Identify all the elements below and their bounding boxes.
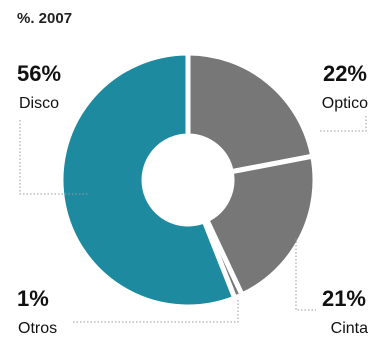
leader-line-disco <box>19 120 88 195</box>
slice-optico <box>185 50 316 175</box>
slice-value-cinta: 21% <box>322 286 366 311</box>
slice-cinta <box>203 153 318 299</box>
slice-label-optico: Optico <box>322 95 368 112</box>
slice-value-otros: 1% <box>17 286 49 311</box>
chart-subtitle: %. 2007 <box>17 10 72 27</box>
slice-label-cinta: Cinta <box>331 320 368 337</box>
donut-slices <box>58 50 318 310</box>
slice-value-optico: 22% <box>323 61 367 86</box>
slice-disco <box>58 50 238 310</box>
leader-line-otros <box>72 300 239 323</box>
slice-value-disco: 56% <box>17 61 61 86</box>
leader-line-optico <box>318 116 367 132</box>
slice-label-disco: Disco <box>19 95 59 112</box>
leader-line-cinta <box>295 238 316 311</box>
slice-label-otros: Otros <box>18 320 57 337</box>
